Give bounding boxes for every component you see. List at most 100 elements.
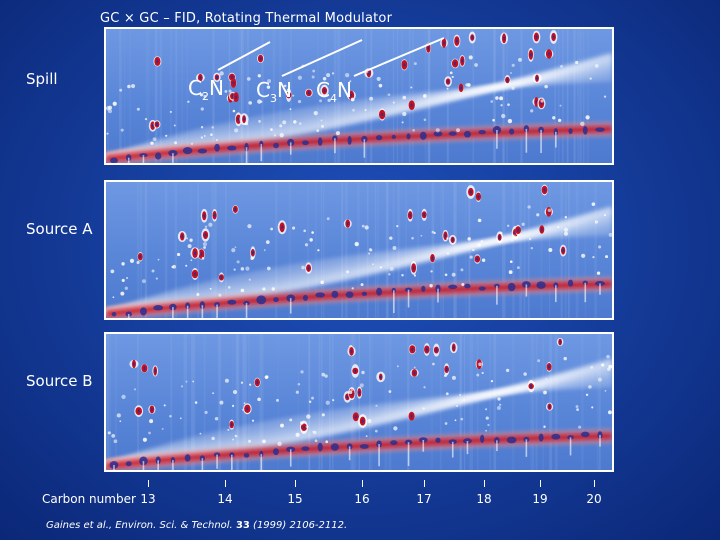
minor-peak (121, 262, 125, 266)
tailing-streak (172, 153, 174, 163)
baseline-peak (406, 133, 411, 140)
minor-peak (203, 246, 206, 249)
baseline-peak (553, 282, 559, 289)
minor-peak (433, 231, 436, 235)
minor-peak (187, 100, 190, 103)
spot-core (303, 425, 305, 429)
minor-peak (509, 260, 513, 264)
modulation-streak (549, 334, 552, 470)
modulation-streak (218, 334, 221, 470)
spot-core (361, 419, 364, 423)
modulation-streak (175, 29, 178, 163)
minor-peak (263, 249, 266, 251)
modulation-streak (225, 182, 227, 318)
minor-peak (106, 132, 109, 135)
spot-core (231, 94, 234, 98)
tailing-streak (407, 442, 410, 467)
minor-peak (575, 60, 579, 65)
minor-peak (396, 225, 399, 228)
modulation-streak (506, 29, 509, 163)
minor-peak (423, 94, 427, 98)
minor-peak (152, 137, 157, 142)
panel-label-spill: Spill (26, 70, 58, 88)
minor-peak (232, 109, 236, 113)
minor-peak (552, 116, 556, 120)
spot-core (194, 251, 196, 255)
spot-core (506, 78, 509, 82)
minor-peak (187, 244, 192, 249)
minor-peak (200, 126, 204, 129)
tailing-streak (569, 437, 572, 456)
tailing-streak (231, 454, 233, 470)
modulation-streak (169, 29, 172, 163)
baseline-peak (227, 299, 237, 305)
spot-core (287, 93, 290, 97)
modulation-streak (247, 334, 251, 470)
spot-core (151, 407, 153, 412)
minor-peak (401, 121, 404, 124)
spot-core (413, 371, 416, 375)
minor-peak (454, 419, 457, 422)
modulation-streak (339, 29, 341, 163)
chromatogram-source-b (106, 334, 612, 470)
spot-core (529, 53, 532, 57)
modulation-streak (519, 182, 523, 318)
minor-peak (422, 407, 425, 410)
baseline-peak (418, 437, 428, 443)
minor-peak (324, 374, 328, 378)
modulation-streak (193, 334, 196, 470)
minor-peak (155, 277, 158, 280)
x-tick-label: 15 (287, 492, 303, 506)
modulation-streak (370, 29, 373, 163)
minor-peak (211, 126, 214, 129)
minor-peak (231, 248, 236, 253)
modulation-streak (212, 29, 215, 163)
modulation-streak (341, 182, 344, 318)
tailing-streak (216, 304, 218, 318)
modulation-streak (211, 182, 214, 318)
minor-peak (163, 404, 166, 407)
spot-core (354, 415, 357, 419)
baseline-peak (317, 442, 323, 452)
minor-peak (174, 141, 177, 145)
baseline-peak (345, 291, 354, 298)
minor-peak (120, 128, 124, 132)
minor-peak (289, 108, 292, 111)
modulation-streak (148, 29, 150, 163)
spot-core (216, 75, 218, 79)
x-axis-title: Carbon number (42, 492, 136, 506)
modulation-streak (247, 29, 249, 163)
minor-peak (311, 396, 314, 400)
spot-core (194, 272, 196, 276)
tailing-streak (127, 157, 130, 163)
minor-peak (316, 129, 320, 133)
minor-peak (594, 64, 599, 68)
modulation-streak (140, 182, 142, 318)
minor-peak (144, 117, 148, 121)
baseline-peak (480, 434, 485, 443)
modulation-streak (502, 182, 505, 318)
minor-peak (248, 101, 252, 105)
minor-peak (392, 101, 395, 104)
tailing-streak (393, 290, 395, 314)
spot-core (199, 76, 202, 80)
modulation-streak (562, 29, 564, 163)
minor-peak (481, 258, 486, 263)
minor-peak (295, 432, 300, 437)
minor-peak (563, 227, 569, 233)
modulation-streak (493, 334, 497, 470)
tailing-streak (437, 288, 439, 303)
minor-peak (413, 62, 417, 66)
minor-peak (218, 293, 222, 297)
minor-peak (545, 378, 547, 380)
minor-peak (124, 286, 128, 290)
minor-peak (228, 89, 232, 93)
annotation-c2n: C2N (188, 76, 224, 103)
spot-core (543, 188, 546, 192)
minor-peak (299, 122, 302, 125)
x-tick-label: 16 (354, 492, 370, 506)
spot-core (548, 365, 551, 369)
modulation-streak (114, 334, 118, 470)
modulation-streak (337, 29, 340, 163)
modulation-streak (211, 29, 215, 163)
